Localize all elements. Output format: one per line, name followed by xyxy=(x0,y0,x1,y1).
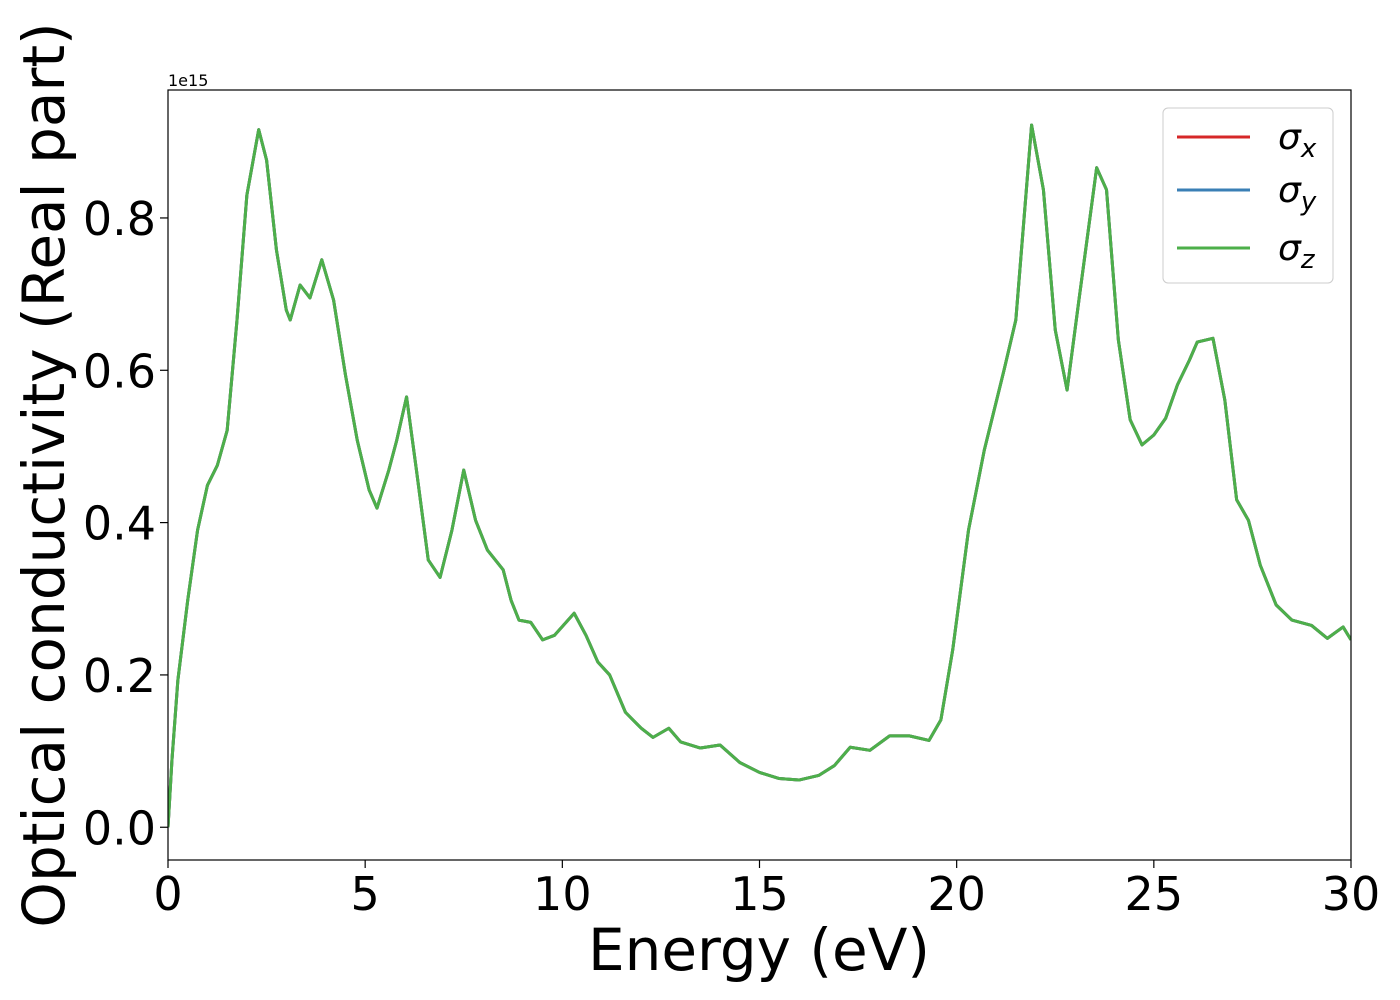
y-tick-label: 0.2 xyxy=(83,649,156,703)
legend-label: σx xyxy=(1278,117,1317,164)
x-tick-label: 10 xyxy=(533,867,592,921)
legend-label: σy xyxy=(1278,170,1317,217)
x-tick-label: 20 xyxy=(927,867,986,921)
legend-box xyxy=(1162,107,1334,284)
y-axis-label: Optical conductivity (Real part) xyxy=(10,22,78,927)
x-tick-label: 25 xyxy=(1125,867,1184,921)
x-tick-label: 0 xyxy=(153,867,182,921)
x-tick-label: 30 xyxy=(1322,867,1381,921)
x-tick-label: 15 xyxy=(730,867,789,921)
y-offset-label: 1e15 xyxy=(168,71,208,90)
x-axis-label: Energy (eV) xyxy=(588,916,930,984)
y-tick-label: 0.8 xyxy=(83,192,156,246)
series-line xyxy=(168,123,1351,828)
x-tick-label: 5 xyxy=(351,867,380,921)
plot-frame xyxy=(167,89,1352,861)
legend-label: σz xyxy=(1278,228,1316,275)
y-tick-label: 0.4 xyxy=(83,497,156,551)
y-tick-label: 0.0 xyxy=(83,801,156,855)
y-tick-label: 0.6 xyxy=(83,344,156,398)
